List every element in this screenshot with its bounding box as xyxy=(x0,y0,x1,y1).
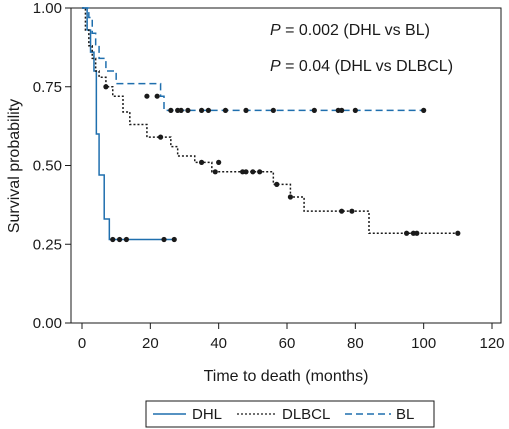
p-value-annotation-1: P = 0.002 (DHL vs BL) xyxy=(270,22,430,39)
censor-mark-dlbcl xyxy=(257,169,263,175)
censor-mark-bl xyxy=(144,93,150,99)
censor-mark-dlbcl xyxy=(403,230,410,236)
series-line-dlbcl xyxy=(82,7,458,234)
y-tick-label: 0.75 xyxy=(33,79,62,96)
series-layer xyxy=(82,7,458,241)
series-line-bl xyxy=(82,7,424,112)
censor-mark-bl xyxy=(352,107,358,113)
censor-mark-dhl xyxy=(171,236,177,243)
censor-mark-bl xyxy=(178,107,184,113)
y-tick-label: 0.50 xyxy=(33,158,62,175)
plot-area xyxy=(70,7,502,324)
censor-mark-dhl xyxy=(123,236,130,243)
censor-mark-dlbcl xyxy=(339,208,345,214)
x-tick-label: 80 xyxy=(347,335,364,352)
censor-mark-bl xyxy=(198,107,205,113)
legend-label-dhl: DHL xyxy=(192,406,222,423)
censor-mark-dlbcl xyxy=(250,169,256,175)
p-value-annotation-2-text: = 0.04 (DHL vs DLBCL) xyxy=(281,58,453,75)
legend-label-bl: BL xyxy=(396,406,414,423)
censor-mark-bl xyxy=(205,107,212,113)
censor-mark-dlbcl xyxy=(103,84,109,90)
censor-mark-dlbcl xyxy=(287,194,294,200)
x-tick-label: 100 xyxy=(411,335,436,352)
legend-box xyxy=(145,400,435,428)
p-value-annotation-2: P = 0.04 (DHL vs DLBCL) xyxy=(270,58,453,75)
censor-mark-dlbcl xyxy=(243,169,249,175)
y-tick-label: 0.25 xyxy=(33,236,62,253)
x-tick-label: 20 xyxy=(142,335,159,352)
censor-mark-bl xyxy=(270,107,276,113)
plot-frame xyxy=(70,7,502,324)
y-tick-label: 0.00 xyxy=(33,315,62,332)
censor-mark-bl xyxy=(311,107,317,113)
y-axis-title: Survival probability xyxy=(6,99,23,233)
censor-mark-dhl xyxy=(161,236,167,243)
x-axis-title: Time to death (months) xyxy=(204,368,369,385)
legend: DHL DLBCL BL xyxy=(145,400,435,428)
censor-mark-bl xyxy=(222,107,229,113)
censor-mark-dlbcl xyxy=(274,181,280,187)
censor-mark-bl xyxy=(168,107,174,113)
y-tick-label: 1.00 xyxy=(33,0,62,17)
censor-mark-bl xyxy=(185,107,191,113)
censor-layer xyxy=(103,84,461,243)
censor-mark-dlbcl xyxy=(216,159,222,165)
censor-mark-dlbcl xyxy=(198,159,205,165)
p-value-annotation-1-text: = 0.002 (DHL vs BL) xyxy=(281,22,430,39)
censor-mark-dhl xyxy=(116,236,123,243)
censor-mark-dhl xyxy=(110,236,116,243)
censor-mark-dlbcl xyxy=(212,169,218,175)
x-tick-label: 40 xyxy=(210,335,227,352)
censor-mark-bl xyxy=(421,107,427,113)
censor-mark-dlbcl xyxy=(414,230,420,236)
censor-mark-bl xyxy=(243,107,249,113)
censor-mark-bl xyxy=(339,107,345,113)
legend-label-dlbcl: DLBCL xyxy=(282,406,330,423)
axes-layer: 0 20 40 60 80 100 120 0.00 0.25 0.50 0.75 1.00 xyxy=(33,0,505,352)
censor-mark-dlbcl xyxy=(349,208,355,214)
censor-mark-dlbcl xyxy=(455,230,461,236)
x-tick-label: 60 xyxy=(279,335,296,352)
x-tick-label: 120 xyxy=(479,335,504,352)
x-tick-label: 0 xyxy=(78,335,86,352)
censor-mark-dlbcl xyxy=(157,134,164,140)
censor-mark-bl xyxy=(154,93,160,99)
